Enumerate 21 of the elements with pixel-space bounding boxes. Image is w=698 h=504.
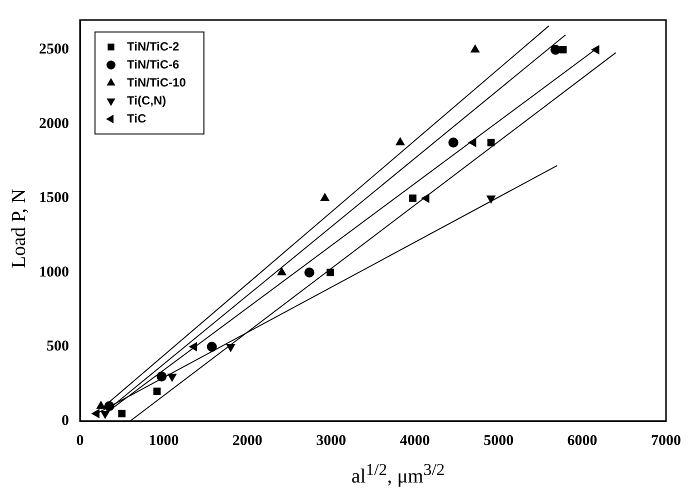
x-tick-label: 3000 bbox=[316, 432, 346, 449]
y-tick-label: 1500 bbox=[39, 190, 69, 206]
y-tick-label: 500 bbox=[46, 338, 69, 355]
x-tick-label: 4000 bbox=[400, 432, 430, 449]
y-tick-label: 2500 bbox=[39, 42, 69, 58]
legend-label: TiN/TiC-2 bbox=[127, 39, 180, 54]
x-axis-title: al$^{1/2}$, μm$^{3/2}$ bbox=[350, 460, 446, 489]
x-tick-label: 2000 bbox=[232, 432, 262, 449]
legend-label: TiN/TiC-10 bbox=[127, 75, 186, 90]
y-tick-label: 2000 bbox=[39, 116, 69, 132]
legend-label: TiC bbox=[127, 111, 146, 126]
x-tick-label: 7000 bbox=[651, 432, 681, 449]
x-tick-label: 1000 bbox=[148, 432, 179, 449]
y-axis-title: Load P, N bbox=[8, 188, 32, 268]
x-tick-label: 0 bbox=[76, 432, 84, 449]
y-tick-label: 0 bbox=[62, 412, 69, 429]
legend-label: TiN/TiC-6 bbox=[127, 57, 180, 72]
x-tick-label: 6000 bbox=[567, 432, 598, 449]
y-tick-label: 1000 bbox=[39, 264, 69, 280]
legend-label: Ti(C,N) bbox=[127, 93, 166, 108]
x-tick-label: 5000 bbox=[484, 432, 514, 449]
